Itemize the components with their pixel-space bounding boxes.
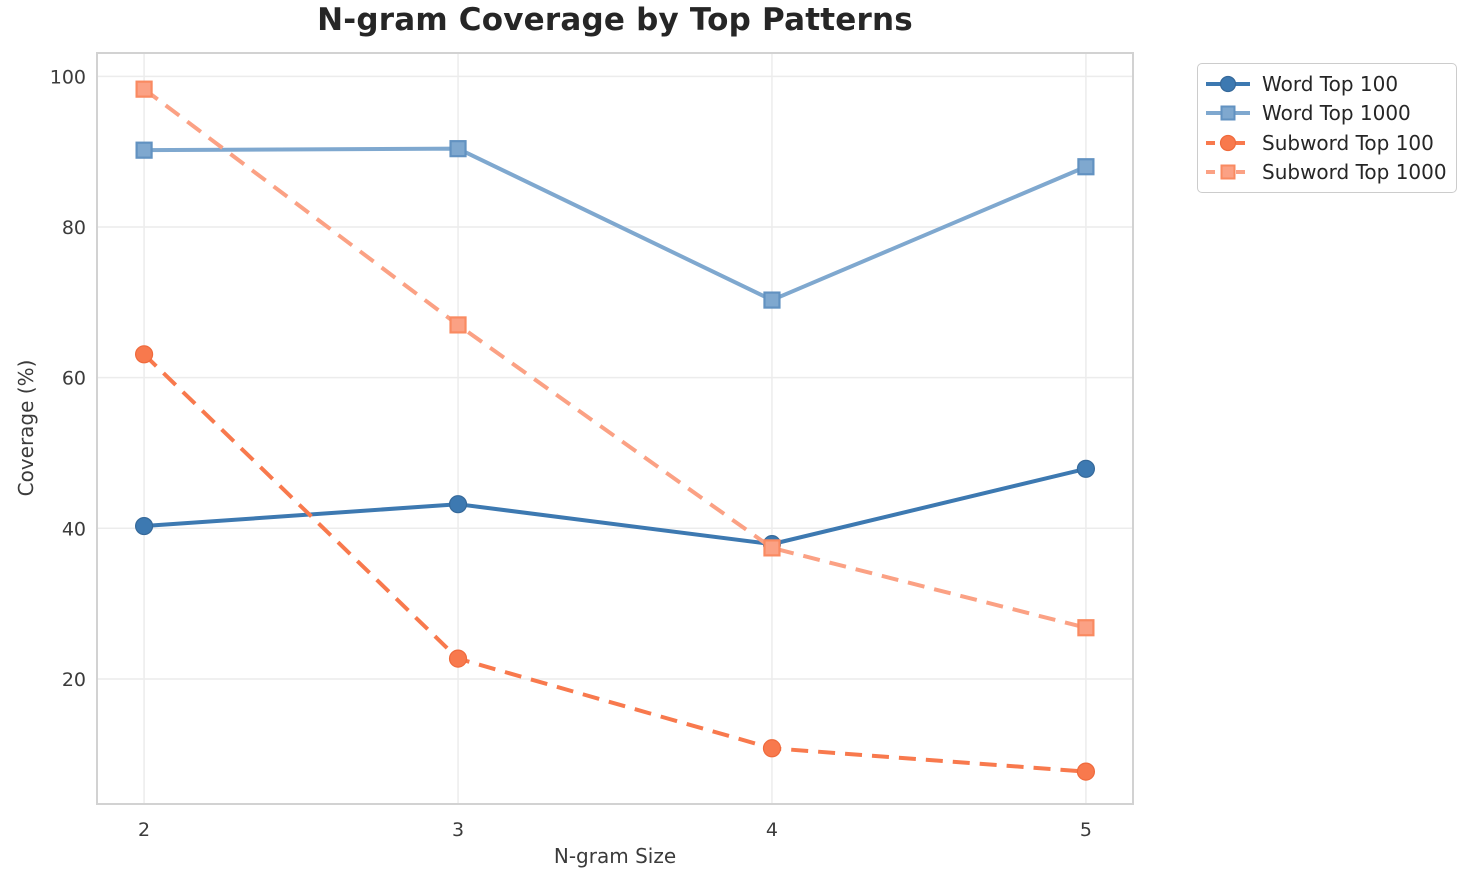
- data-point-marker: [448, 495, 468, 514]
- data-point-marker: [449, 140, 467, 158]
- data-point-marker: [448, 649, 468, 668]
- legend-item: Word Top 1000: [1204, 99, 1450, 129]
- data-point-marker: [135, 80, 153, 98]
- legend-sample-marker: [1219, 134, 1237, 151]
- axes-spines: [96, 52, 1134, 805]
- legend-sample-marker: [1220, 105, 1236, 121]
- x-tick-label: 2: [138, 819, 150, 841]
- legend-item: Subword Top 100: [1204, 128, 1450, 158]
- legend-sample-icon: [1206, 75, 1250, 92]
- series-line: [143, 466, 1087, 547]
- data-point-marker: [1076, 459, 1096, 478]
- y-tick-label: 40: [62, 518, 86, 540]
- legend-item: Subword Top 1000: [1204, 158, 1450, 188]
- legend-sample-marker: [1219, 75, 1237, 92]
- y-tick-label: 80: [62, 217, 86, 239]
- data-point-marker: [449, 316, 467, 334]
- y-axis-label: Coverage (%): [14, 359, 38, 497]
- chart-title: N-gram Coverage by Top Patterns: [317, 2, 913, 38]
- legend-item-label: Word Top 100: [1262, 71, 1399, 96]
- data-point-marker: [763, 291, 781, 309]
- legend-sample-icon: [1206, 134, 1250, 151]
- data-point-marker: [134, 516, 154, 536]
- legend-sample-icon: [1206, 164, 1250, 180]
- data-point-marker: [1077, 158, 1095, 176]
- data-point-marker: [1076, 762, 1096, 781]
- legend-item-label: Subword Top 1000: [1262, 160, 1447, 185]
- series-line: [142, 87, 1087, 630]
- series-line: [142, 352, 1087, 774]
- y-tick-label: 20: [62, 669, 86, 691]
- legend-sample-icon: [1206, 105, 1250, 121]
- x-tick-label: 4: [766, 819, 778, 841]
- data-point-marker: [134, 345, 154, 364]
- x-axis-label: N-gram Size: [553, 844, 677, 868]
- legend-item-label: Subword Top 100: [1262, 130, 1434, 155]
- data-point-marker: [763, 539, 781, 557]
- data-point-marker: [1077, 619, 1095, 637]
- y-tick-label: 60: [62, 368, 86, 390]
- x-tick-label: 3: [452, 819, 464, 841]
- legend-item: Word Top 100: [1204, 69, 1450, 99]
- data-point-marker: [135, 141, 153, 159]
- y-tick-label: 100: [50, 66, 86, 88]
- series-line: [144, 146, 1087, 303]
- x-tick-label: 5: [1080, 819, 1092, 841]
- legend: Word Top 100 Word Top 1000 Subword Top 1…: [1197, 63, 1457, 193]
- data-point-marker: [762, 739, 782, 758]
- legend-sample-marker: [1220, 164, 1236, 180]
- legend-item-label: Word Top 1000: [1262, 101, 1411, 126]
